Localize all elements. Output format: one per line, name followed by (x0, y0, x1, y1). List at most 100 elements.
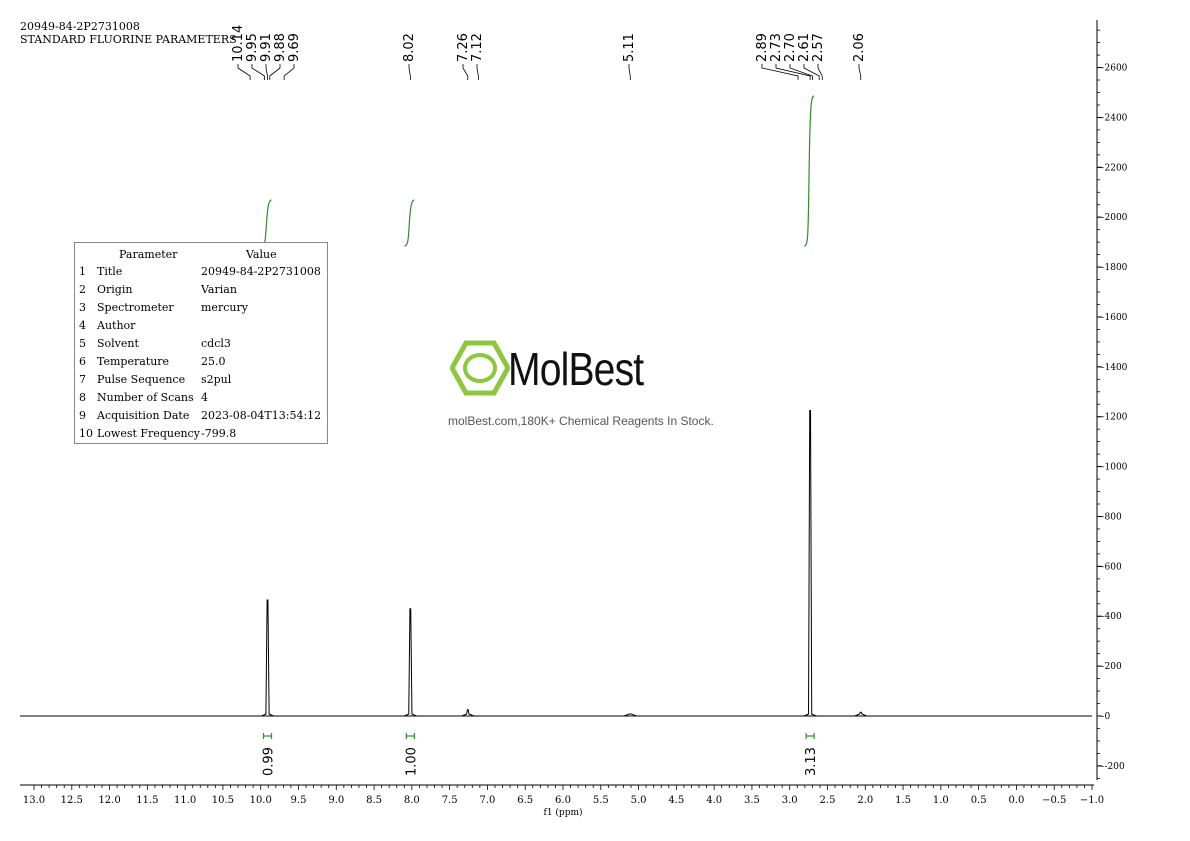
spectrum-peak (624, 713, 637, 717)
peak-leader-line (462, 64, 469, 80)
parameter-value: cdcl3 (201, 337, 231, 350)
parameter-value: mercury (201, 301, 248, 314)
peak-label: 7.26 (456, 33, 471, 62)
row-number: 6 (79, 355, 86, 368)
sample-id: 20949-84-2P2731008 (20, 20, 140, 33)
x-tick-label: 0.5 (971, 795, 987, 806)
table-row: 6 Temperature 25.0 (79, 355, 325, 373)
table-row: 2 Origin Varian (79, 283, 325, 301)
x-tick-label: 7.5 (442, 795, 458, 806)
row-number: 9 (79, 409, 86, 422)
parameter-value: 20949-84-2P2731008 (201, 265, 321, 278)
x-tick-label: 12.5 (61, 795, 83, 806)
peak-leader-line (237, 64, 251, 80)
spectrum-peak (854, 711, 867, 717)
x-tick-label: 6.5 (517, 795, 533, 806)
row-number: 2 (79, 283, 86, 296)
x-tick-label: 4.0 (706, 795, 722, 806)
spectrum-peak (803, 409, 817, 717)
x-axis-label: f1 (ppm) (544, 807, 583, 818)
peak-label: 2.70 (783, 33, 798, 62)
x-tick-label: 12.0 (98, 795, 120, 806)
integral-value: 0.99 (262, 747, 277, 776)
y-tick-label: –2600 (1100, 64, 1128, 74)
table-row: 9 Acquisition Date 2023-08-04T13:54:12 (79, 409, 325, 427)
integral-curve (803, 95, 815, 247)
peak-label: 2.06 (852, 33, 867, 62)
table-row: 4 Author (79, 319, 325, 337)
brand-tagline: molBest.com,180K+ Chemical Reagents In S… (448, 414, 714, 428)
row-number: 1 (79, 265, 86, 278)
row-number: 5 (79, 337, 86, 350)
y-tick-label: –1600 (1100, 313, 1128, 323)
parameter-value: -799.8 (201, 427, 237, 440)
peak-label: 10.14 (231, 25, 246, 62)
integral-value: 3.13 (804, 747, 819, 776)
parameter-value: 4 (201, 391, 208, 404)
spectrum-peak (461, 709, 474, 717)
parameter-name: Author (97, 319, 136, 332)
x-tick-label: 3.5 (744, 795, 760, 806)
x-tick-label: 0.0 (1008, 795, 1024, 806)
spectrum-header: 20949-84-2P2731008 STANDARD FLUORINE PAR… (20, 20, 237, 46)
table-row: 3 Spectrometer mercury (79, 301, 325, 319)
peak-leader-line (789, 64, 813, 80)
x-tick-label: 10.5 (212, 795, 234, 806)
peak-label: 9.95 (245, 33, 260, 62)
peak-leader-line (817, 64, 823, 80)
parameter-value: 25.0 (201, 355, 226, 368)
y-tick-label: –-200 (1100, 762, 1125, 772)
row-number: 7 (79, 373, 86, 386)
peak-label: 9.88 (273, 33, 288, 62)
x-tick-label: 9.5 (291, 795, 307, 806)
integral-curve (261, 199, 272, 247)
parameter-value: s2pul (201, 373, 232, 386)
table-row: 5 Solvent cdcl3 (79, 337, 325, 355)
y-tick-label: –2200 (1100, 163, 1128, 173)
row-number: 4 (79, 319, 86, 332)
peak-leader-line (761, 64, 799, 80)
peak-label: 7.12 (470, 33, 485, 62)
column-header-value: Value (246, 248, 277, 261)
spectrum-peak (404, 608, 417, 717)
row-number: 10 (79, 427, 93, 440)
peak-leader-line (803, 64, 820, 80)
peak-leader-line (251, 64, 265, 80)
peak-label: 2.73 (769, 33, 784, 62)
integral-value: 1.00 (404, 747, 419, 776)
x-tick-label: 9.0 (328, 795, 344, 806)
parameter-name: Origin (97, 283, 133, 296)
x-tick-label: 6.0 (555, 795, 571, 806)
parameter-name: Pulse Sequence (97, 373, 186, 386)
peak-leader-line (408, 64, 411, 80)
x-tick-label: 11.5 (136, 795, 158, 806)
peak-label: 8.02 (402, 33, 417, 62)
y-tick-label: –600 (1100, 562, 1122, 572)
x-tick-label: 1.0 (933, 795, 949, 806)
parameter-value: Varian (201, 283, 237, 296)
y-tick-label: –1200 (1100, 413, 1128, 423)
y-tick-label: –2000 (1100, 213, 1128, 223)
parameter-name: Title (97, 265, 123, 278)
spectrum-peak (261, 599, 274, 717)
x-tick-label: 13.0 (23, 795, 45, 806)
y-tick-label: –1000 (1100, 463, 1128, 473)
table-row: 10 Lowest Frequency -799.8 (79, 427, 325, 445)
peak-leader-line (628, 64, 631, 80)
x-tick-label: −1.0 (1080, 795, 1104, 806)
peak-leader-line (283, 64, 295, 80)
x-tick-label: 5.5 (593, 795, 609, 806)
integral-curve (404, 199, 415, 247)
benzene-logo-icon (449, 340, 511, 396)
peak-leader-line (476, 64, 479, 80)
peak-leader-line (265, 64, 268, 80)
x-tick-label: 5.0 (631, 795, 647, 806)
parameter-name: Acquisition Date (97, 409, 190, 422)
x-tick-label: 3.0 (782, 795, 798, 806)
experiment-name: STANDARD FLUORINE PARAMETERS (20, 33, 237, 46)
parameters-table: Parameter Value 1 Title 20949-84-2P27310… (74, 242, 328, 444)
table-row: 7 Pulse Sequence s2pul (79, 373, 325, 391)
x-tick-label: 10.0 (250, 795, 272, 806)
x-tick-label: 1.5 (895, 795, 911, 806)
table-row: 8 Number of Scans 4 (79, 391, 325, 409)
